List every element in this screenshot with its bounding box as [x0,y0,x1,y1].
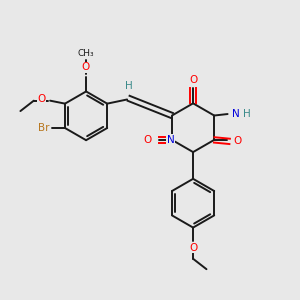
Text: O: O [189,243,197,253]
Text: N: N [167,135,174,145]
Text: O: O [143,135,152,145]
Text: H: H [125,81,133,91]
Text: O: O [189,75,197,85]
Text: CH₃: CH₃ [78,49,94,58]
Text: O: O [38,94,46,104]
Text: N: N [232,109,239,119]
Text: O: O [81,62,89,72]
Text: O: O [234,136,242,146]
Text: Br: Br [38,123,49,133]
Text: H: H [243,109,251,119]
